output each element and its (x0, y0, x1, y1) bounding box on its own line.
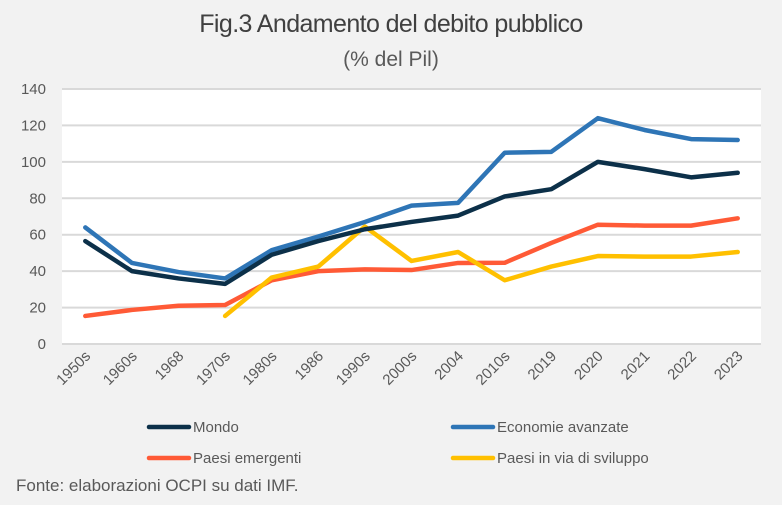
y-tick-label: 20 (29, 300, 46, 317)
y-tick-label: 0 (38, 336, 46, 353)
chart-title: Fig.3 Andamento del debito pubblico (199, 10, 583, 38)
x-tick-label: 1960s (100, 348, 141, 389)
x-tick-label: 1990s (333, 348, 374, 389)
x-tick-label: 2022 (664, 348, 700, 384)
source-note: Fonte: elaborazioni OCPI su dati IMF. (16, 476, 299, 495)
y-tick-label: 100 (21, 154, 46, 171)
x-tick-label: 2019 (525, 348, 561, 384)
series-line-paesi-emergenti (83, 216, 740, 319)
y-tick-label: 60 (29, 227, 46, 244)
y-tick-label: 120 (21, 117, 46, 134)
series-lines (83, 115, 740, 319)
legend-label: Paesi in via di sviluppo (497, 450, 649, 467)
x-tick-label: 1970s (193, 348, 234, 389)
legend: Mondo Economie avanzate Paesi emergenti Pae… (146, 419, 649, 467)
y-axis-ticks: 0 20 40 60 80 100 120 140 (21, 81, 46, 353)
x-axis-ticks: 1950s 1960s 1968 1970s 1980s 1986 1990s 2000s 20… (53, 348, 746, 389)
y-tick-label: 140 (21, 81, 46, 98)
y-tick-label: 40 (29, 263, 46, 280)
legend-label: Paesi emergenti (193, 450, 301, 467)
x-tick-label: 2010s (473, 348, 514, 389)
chart-subtitle: (% del Pil) (343, 48, 439, 71)
legend-label: Mondo (193, 419, 239, 436)
y-tick-label: 80 (29, 190, 46, 207)
x-tick-label: 2020 (571, 348, 607, 384)
x-tick-label: 1968 (152, 348, 188, 384)
x-tick-label: 2000s (379, 348, 420, 389)
series-line-mondo (83, 159, 740, 287)
legend-label: Economie avanzate (497, 419, 629, 436)
x-tick-label: 1980s (240, 348, 281, 389)
legend-item: Mondo (146, 419, 239, 436)
x-tick-label: 1986 (292, 348, 328, 384)
x-tick-label: 1950s (53, 348, 94, 389)
series-line-paesi-in-via-di-sviluppo (222, 224, 740, 319)
series-line-economie-avanzate (83, 115, 740, 281)
legend-item: Economie avanzate (450, 419, 629, 436)
x-tick-label: 2004 (431, 348, 467, 384)
legend-item: Paesi in via di sviluppo (450, 450, 649, 467)
x-tick-label: 2021 (618, 348, 654, 384)
legend-item: Paesi emergenti (146, 450, 301, 467)
x-tick-label: 2023 (711, 348, 747, 384)
